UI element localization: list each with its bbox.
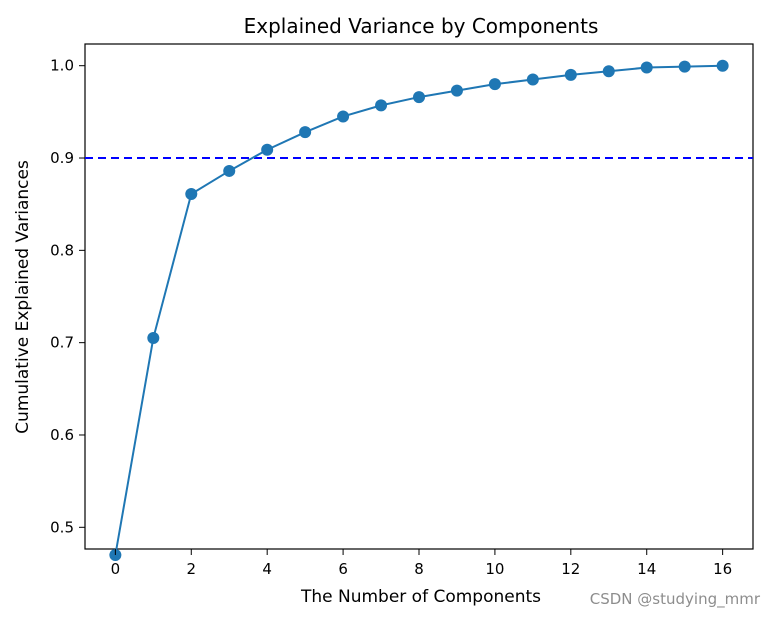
x-tick-label: 16 xyxy=(713,560,732,578)
x-tick-label: 6 xyxy=(338,560,348,578)
data-point xyxy=(375,99,388,112)
data-point xyxy=(223,164,236,177)
y-tick-label: 0.6 xyxy=(50,426,74,444)
data-point xyxy=(526,73,539,86)
watermark: CSDN @studying_mmr xyxy=(589,590,760,608)
y-tick-label: 1.0 xyxy=(50,57,74,75)
data-point xyxy=(564,68,577,81)
data-point xyxy=(337,110,350,123)
y-axis-label: Cumulative Explained Variances xyxy=(13,160,33,434)
data-point xyxy=(716,59,729,72)
y-tick-label: 0.8 xyxy=(50,241,74,259)
x-tick-label: 10 xyxy=(485,560,504,578)
x-tick-label: 12 xyxy=(561,560,580,578)
data-point xyxy=(678,60,691,73)
data-point xyxy=(185,188,198,201)
data-point xyxy=(488,78,501,91)
y-axis: 0.5 0.6 0.7 0.8 0.9 1.0 xyxy=(50,57,85,536)
series-line xyxy=(114,64,723,556)
x-axis: 0 2 4 6 8 10 12 14 16 xyxy=(111,549,732,578)
data-point xyxy=(450,84,463,97)
y-tick-label: 0.7 xyxy=(50,334,74,352)
data-point xyxy=(261,143,274,156)
x-tick-label: 0 xyxy=(111,560,121,578)
chart-title: Explained Variance by Components xyxy=(244,14,599,38)
x-tick-label: 2 xyxy=(186,560,196,578)
data-point xyxy=(413,91,425,104)
x-tick-label: 14 xyxy=(637,560,656,578)
x-tick-label: 4 xyxy=(262,560,272,578)
data-point xyxy=(602,65,615,78)
data-point xyxy=(109,549,122,562)
y-tick-label: 0.9 xyxy=(50,149,74,167)
y-tick-label: 0.5 xyxy=(50,518,74,536)
x-axis-label: The Number of Components xyxy=(300,587,541,607)
data-point xyxy=(299,126,312,139)
x-tick-label: 8 xyxy=(414,560,424,578)
plot-frame xyxy=(84,43,754,550)
series-layer xyxy=(109,59,729,562)
plot-area: 0 2 4 6 8 10 12 14 16 0.5 0.6 0.7 0.8 0.9 1.0 xyxy=(50,43,754,578)
data-point xyxy=(147,332,160,345)
data-point xyxy=(640,61,653,74)
